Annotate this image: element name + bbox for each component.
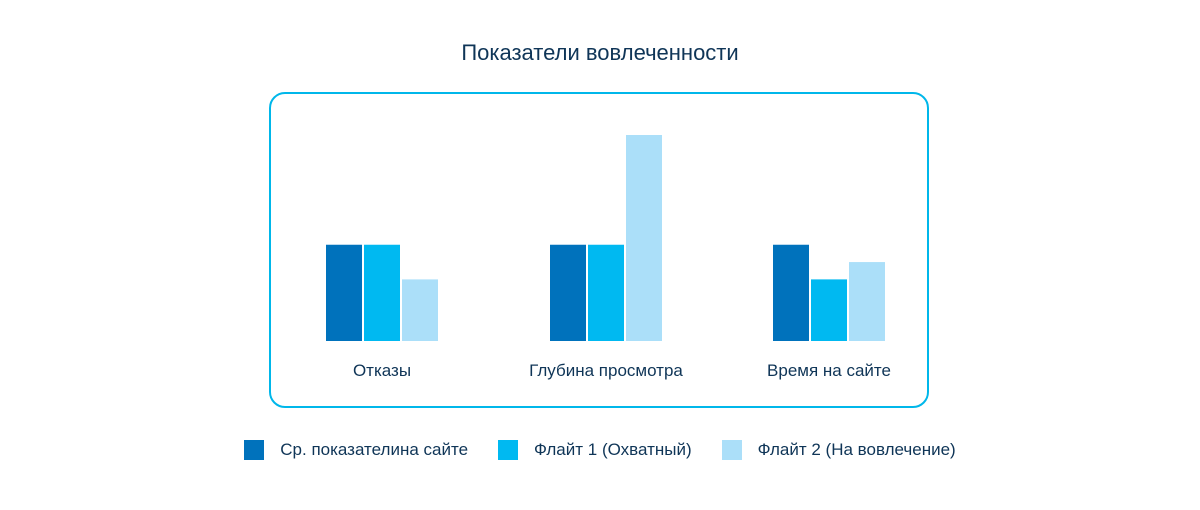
legend-item-3: Флайт 2 (На вовлечение) <box>721 440 956 460</box>
bar-2-series-3 <box>626 135 662 341</box>
chart-frame <box>269 92 929 408</box>
legend-swatch <box>721 440 742 460</box>
bar-1-series-3 <box>402 279 438 341</box>
bar-1-series-1 <box>326 244 362 341</box>
chart-title: Показатели вовлеченности <box>461 40 739 65</box>
legend: Ср. показателина сайте Флайт 1 (Охватный)… <box>0 440 1200 460</box>
category-label: Время на сайте <box>767 361 891 380</box>
legend-item-2: Флайт 1 (Охватный) <box>498 440 692 460</box>
bar-2-series-1 <box>550 244 586 341</box>
legend-swatch <box>244 440 265 460</box>
legend-label: Флайт 1 (Охватный) <box>534 440 692 459</box>
legend-swatch <box>498 440 519 460</box>
category-label: Отказы <box>353 361 411 380</box>
legend-label: Флайт 2 (На вовлечение) <box>757 440 956 459</box>
bar-3-series-1 <box>773 244 809 341</box>
bar-2-series-2 <box>588 244 624 341</box>
legend-label: Ср. показателина сайте <box>280 440 469 459</box>
bar-3-series-2 <box>811 279 847 341</box>
bar-1-series-2 <box>364 244 400 341</box>
category-label: Глубина просмотра <box>529 361 683 380</box>
bar-3-series-3 <box>849 262 885 341</box>
legend-item-1: Ср. показателина сайте <box>244 440 468 460</box>
